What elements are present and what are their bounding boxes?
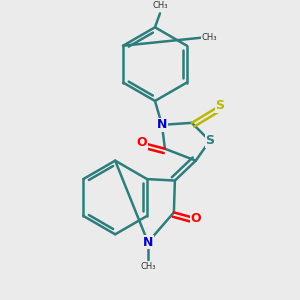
Text: N: N — [157, 118, 167, 131]
Text: O: O — [137, 136, 147, 149]
Text: S: S — [205, 134, 214, 147]
Text: CH₃: CH₃ — [140, 262, 156, 271]
Text: N: N — [143, 236, 153, 249]
Text: CH₃: CH₃ — [201, 33, 217, 42]
Text: O: O — [190, 212, 201, 225]
Text: CH₃: CH₃ — [152, 1, 168, 10]
Text: S: S — [215, 99, 224, 112]
